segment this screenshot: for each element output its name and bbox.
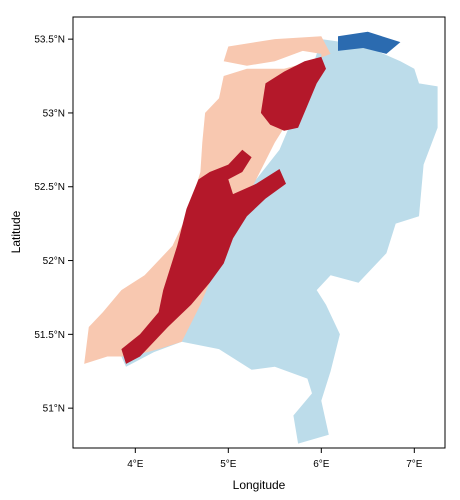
x-tick-label: 5°E	[220, 459, 237, 470]
x-tick-label: 4°E	[127, 459, 144, 470]
x-tick-label: 7°E	[406, 459, 423, 470]
region-dark-red-north	[260, 56, 326, 131]
y-tick-label: 51.5°N	[34, 330, 65, 341]
region-light-blue	[121, 39, 438, 444]
y-tick-label: 53.5°N	[34, 35, 65, 46]
y-tick-label: 52.5°N	[34, 182, 65, 193]
plot-frame	[72, 16, 446, 449]
regions-layer	[84, 31, 438, 444]
ticks-layer: 4°E 5°E 6°E 7°E 51°N 51.5°N 52°N 52.5°N 53°N 53.5…	[34, 35, 422, 470]
region-dark-blue	[338, 31, 401, 54]
y-tick-label: 53°N	[43, 108, 65, 119]
y-axis-title: Latitude	[9, 210, 23, 253]
y-tick-label: 51°N	[43, 404, 65, 415]
x-tick-label: 6°E	[313, 459, 330, 470]
y-tick-label: 52°N	[43, 256, 65, 267]
x-axis-title: Longitude	[233, 478, 286, 492]
region-dark-red-west	[121, 149, 287, 364]
